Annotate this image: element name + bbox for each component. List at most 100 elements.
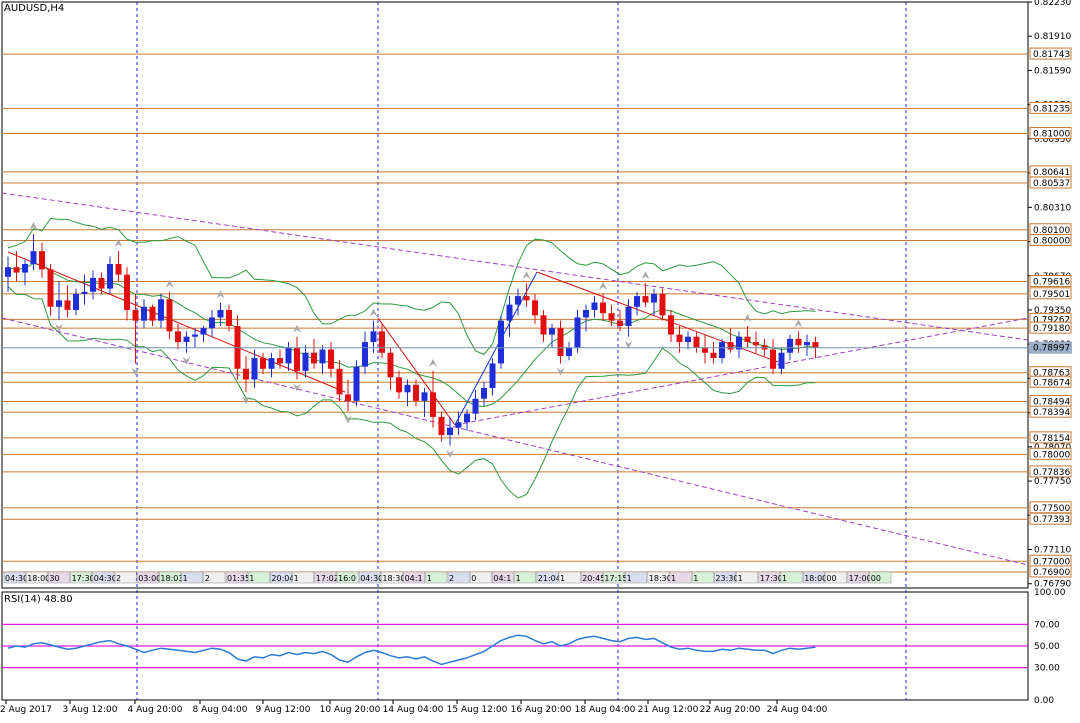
session-tag-label: 1 [249,574,254,583]
level-label: 0.79180 [1033,324,1070,334]
candle-body [370,331,377,343]
time-tick-label: 22 Aug 20:00 [700,705,761,715]
session-tag-label: 1 [738,574,743,583]
candle-body [107,263,113,289]
session-tag-label: 04:30 [94,574,117,583]
support-trend-line [454,317,1029,426]
candle-body [413,384,419,401]
fractal-up-marker [641,271,650,280]
session-tag-box [136,571,159,584]
session-tag-box [691,571,714,584]
session-tag-box [181,571,204,584]
fractal-up-marker [369,308,378,317]
candle-body [200,328,207,335]
session-tag-box [203,571,226,584]
candle-body [455,422,462,428]
candle-body [804,342,810,346]
fractal-down-marker [293,383,301,392]
downtrend-line [377,317,456,426]
candle-body [115,263,122,275]
candle-body [651,293,657,303]
fractal-up-marker [114,239,123,248]
fractal-up-marker [293,324,301,333]
candle-body [217,309,224,318]
session-tag-box [669,571,692,584]
candle-body [523,296,530,301]
session-tag-box [425,571,448,584]
session-tag-label: 18:30 [649,574,672,583]
candle-body [22,263,28,273]
session-tag-box [558,571,581,584]
price-tick-label: 0.77110 [1034,546,1071,556]
level-label: 0.80100 [1033,226,1070,236]
candle-body [345,394,351,401]
candle-body [5,267,11,277]
candle-body [464,413,470,423]
fractal-up-marker [429,358,437,367]
candle-body [141,306,147,321]
level-label: 0.77000 [1033,557,1070,567]
current-price-box [1029,341,1072,354]
level-label-box [1029,512,1072,525]
session-tag-box [247,571,270,584]
candle-body [447,427,453,436]
candle-body [336,368,343,395]
level-label-box [1029,47,1072,60]
session-tag-box [3,571,26,584]
session-tag-label: 18:00 [27,574,50,583]
price-tick-label: 0.81590 [1034,66,1071,76]
level-label: 0.78000 [1033,450,1070,460]
fractal-down-marker [182,356,191,365]
candle-body [753,342,759,346]
candle-body [770,349,776,369]
level-label: 0.81235 [1033,104,1070,114]
session-tag-label: 1 [516,574,521,583]
price-tick-label: 0.76790 [1034,580,1071,590]
candle-body [158,299,164,321]
level-label-box [1029,287,1072,300]
candle-body [574,317,581,348]
session-tag-box [625,571,648,584]
level-label: 0.78494 [1033,398,1070,408]
candle-body [744,336,751,343]
session-tag-box [780,571,803,584]
uptrend-line [454,271,538,426]
candle-body [472,398,479,414]
session-tag-box [447,571,470,584]
session-tag-box [92,571,115,584]
candle-body [56,300,62,307]
level-label: 0.78763 [1033,369,1070,379]
candle-body [13,267,20,273]
upper-band-line [7,217,816,356]
session-tag-box [403,571,426,584]
session-tag-label: 1 [183,574,188,583]
time-tick-label: 2 Aug 2017 [0,705,52,715]
level-label: 0.79262 [1033,315,1070,325]
candle-body [676,334,683,343]
session-tag-label: 17:00 [849,574,872,583]
session-tag-label: 20:04 [271,574,294,583]
candle-body [617,320,623,327]
fractal-up-marker [216,290,225,299]
price-tick-label: 0.77750 [1034,477,1071,487]
session-tag-box [847,571,870,584]
candle-body [566,347,572,356]
candle-body [608,313,615,321]
time-tick-label: 8 Aug 04:00 [193,705,248,715]
candle-body [583,309,589,318]
session-tag-label: 1 [671,574,676,583]
session-tag-box [825,571,847,584]
session-tag-label: 1 [294,574,299,583]
session-tag-box [536,571,559,584]
session-tag-box [292,571,315,584]
session-tag-label: 18:30 [382,574,405,583]
candle-body [404,384,411,393]
candle-body [668,315,674,335]
candle-body [353,366,360,401]
candle-body [379,331,385,353]
session-tag-label: 04:1 [493,574,511,583]
candle-body [396,377,402,393]
session-tag-label: 2 [449,574,454,583]
candle-body [39,251,45,270]
